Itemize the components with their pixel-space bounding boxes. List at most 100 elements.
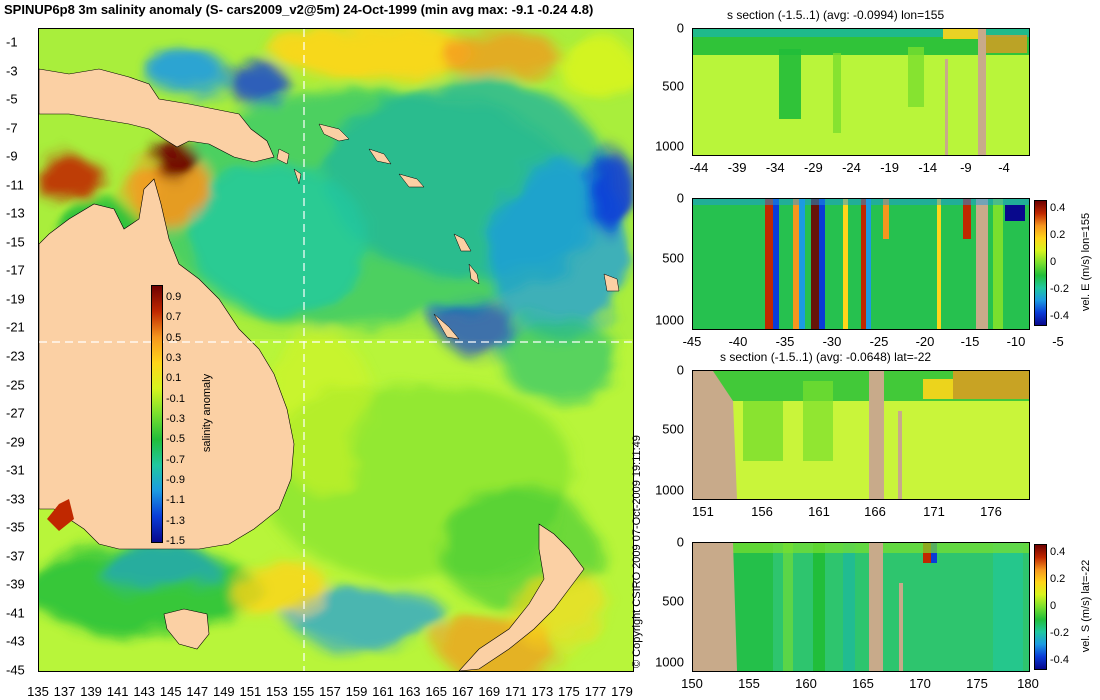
australia-land xyxy=(39,178,295,550)
panel-4-colorbar xyxy=(1034,544,1047,670)
lon-tick-label: 175 xyxy=(558,684,580,699)
section-tick-label: -30 xyxy=(822,334,842,349)
lon-tick-label: 161 xyxy=(372,684,394,699)
panel-colorbar-tick-label: -0.2 xyxy=(1050,627,1069,639)
section-tick-label: 160 xyxy=(795,676,817,691)
lat-tick-label: -33 xyxy=(6,491,25,507)
panel-colorbar-tick-label: 0 xyxy=(1050,600,1057,612)
colorbar-tick-label: 0.3 xyxy=(166,352,182,364)
figure-title: SPINUP6p8 3m salinity anomaly (S- cars20… xyxy=(4,2,594,17)
panel-3-plot[interactable] xyxy=(692,370,1030,500)
colorbar-tick-label: 0.1 xyxy=(166,372,182,385)
section-tick-label: 151 xyxy=(692,504,714,519)
salinity-map[interactable] xyxy=(38,28,634,672)
section-tick-label: -20 xyxy=(915,334,935,349)
depth-tick-label: 0 xyxy=(676,534,684,550)
panel-1-plot[interactable] xyxy=(692,28,1030,156)
section-tick-label: -4 xyxy=(998,160,1010,175)
panel-2-colorbar-label: vel. E (m/s) lon=155 xyxy=(1080,212,1092,312)
colorbar-gradient xyxy=(151,285,163,543)
depth-tick-label: 500 xyxy=(662,593,684,609)
section-tick-label: -19 xyxy=(880,160,900,175)
panel-colorbar-tick-label: 0.4 xyxy=(1050,546,1066,558)
lon-tick-label: 165 xyxy=(425,684,448,699)
lon-tick-label: 157 xyxy=(319,684,341,699)
panel-4-plot[interactable] xyxy=(692,542,1030,672)
lat-tick-label: -19 xyxy=(6,291,25,307)
lat-tick-label: -5 xyxy=(6,91,18,107)
lat-tick-label: -43 xyxy=(6,633,25,649)
lat-tick-label: -29 xyxy=(6,434,25,450)
section-tick-label: 176 xyxy=(980,504,1002,519)
lon-tick-label: 137 xyxy=(53,684,76,699)
lon-tick-label: 143 xyxy=(133,684,156,699)
colorbar-tick-label: -1.3 xyxy=(166,514,185,527)
colorbar-tick-label: -1.1 xyxy=(166,494,185,507)
section-tick-label: -39 xyxy=(727,160,747,175)
lon-tick-label: 151 xyxy=(239,684,262,699)
lat-tick-label: -11 xyxy=(6,177,24,193)
lon-tick-label: 173 xyxy=(531,684,554,699)
section-tick-label: 165 xyxy=(852,676,874,691)
lon-tick-label: 139 xyxy=(80,684,102,699)
lon-tick-label: 163 xyxy=(398,684,421,699)
section-tick-label: -44 xyxy=(689,160,709,175)
lon-tick-label: 169 xyxy=(478,684,501,699)
lat-tick-label: -41 xyxy=(6,605,25,621)
panel-4-colorbar-label: vel. S (m/s) lat=-22 xyxy=(1080,559,1092,653)
depth-tick-label: 1000 xyxy=(655,138,684,154)
section-tick-label: 170 xyxy=(909,676,931,691)
panel-colorbar-tick-label: -0.2 xyxy=(1050,283,1069,295)
pacific-islands xyxy=(276,123,620,340)
section-tick-label: 166 xyxy=(864,504,886,519)
section-tick-label: 156 xyxy=(751,504,773,519)
lat-tick-label: -9 xyxy=(6,148,18,164)
section-tick-label: -10 xyxy=(1006,334,1026,349)
lon-tick-label: 177 xyxy=(584,684,607,699)
panel-1-title: s section (-1.5..1) (avg: -0.0994) lon=1… xyxy=(727,8,945,22)
panel-2-colorbar xyxy=(1034,200,1047,326)
panel-2-plot[interactable] xyxy=(692,198,1030,330)
lat-tick-label: -31 xyxy=(6,462,25,478)
lat-tick-label: -15 xyxy=(6,234,25,250)
section-tick-label: -24 xyxy=(842,160,861,175)
lat-tick-label: -21 xyxy=(6,319,25,335)
lat-tick-label: -39 xyxy=(6,576,25,592)
lon-tick-label: 135 xyxy=(27,684,49,699)
lon-tick-label: 167 xyxy=(451,684,474,699)
section-tick-label: -5 xyxy=(1052,334,1064,349)
lat-tick-label: -25 xyxy=(6,377,25,393)
lat-tick-label: -45 xyxy=(6,662,25,678)
lon-tick-label: 145 xyxy=(159,684,182,699)
lat-tick-label: -23 xyxy=(6,348,25,364)
lat-tick-label: -7 xyxy=(6,120,18,136)
colorbar-tick-label: 0.5 xyxy=(166,331,182,344)
section-tick-label: -14 xyxy=(918,160,938,175)
lat-tick-label: -17 xyxy=(6,262,25,278)
panel-colorbar-tick-label: 0.2 xyxy=(1050,573,1066,585)
section-tick-label: -34 xyxy=(765,160,785,175)
lat-tick-label: -35 xyxy=(6,519,25,535)
depth-tick-label: 500 xyxy=(662,421,684,437)
colorbar-label: salinity anomaly xyxy=(201,373,213,453)
panel-colorbar-tick-label: -0.4 xyxy=(1050,654,1069,666)
section-tick-label: 180 xyxy=(1017,676,1039,691)
depth-tick-label: 1000 xyxy=(655,482,684,498)
section-tick-label: -9 xyxy=(960,160,972,175)
section-tick-label: -45 xyxy=(682,334,702,349)
lon-tick-label: 155 xyxy=(292,684,315,699)
colorbar-tick-label: -0.1 xyxy=(166,392,185,405)
panel-colorbar-tick-label: 0.4 xyxy=(1050,202,1066,214)
depth-tick-label: 1000 xyxy=(655,654,684,670)
panel-3-title: s section (-1.5..1) (avg: -0.0648) lat=-… xyxy=(720,350,932,364)
section-tick-label: -15 xyxy=(960,334,980,349)
section-tick-label: 155 xyxy=(738,676,760,691)
section-tick-label: -25 xyxy=(869,334,889,349)
anomaly-field xyxy=(39,29,633,671)
colorbar-tick-label: -1.5 xyxy=(166,535,185,547)
colorbar-tick-label: -0.7 xyxy=(166,453,185,466)
section-tick-label: -35 xyxy=(775,334,795,349)
depth-tick-label: 500 xyxy=(662,78,684,94)
section-tick-label: 150 xyxy=(681,676,703,691)
depth-tick-label: 0 xyxy=(676,20,684,36)
